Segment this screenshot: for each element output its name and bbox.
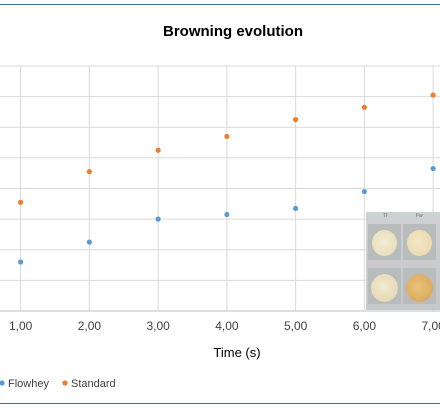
x-tick-label: 3,00 [146, 319, 170, 333]
legend-marker [62, 380, 68, 386]
sample-photo-icon: Tf Fw [366, 212, 440, 310]
legend-label: Standard [71, 378, 116, 390]
data-point [361, 104, 367, 110]
legend-item-flowhey: Flowhey [0, 378, 49, 390]
series-layer [18, 92, 436, 265]
data-point [361, 188, 367, 195]
x-tick-label: 4,00 [215, 319, 239, 333]
legend-marker [0, 380, 5, 386]
data-point [293, 205, 299, 212]
x-axis-label: Time (s) [213, 345, 260, 360]
data-point [86, 239, 92, 245]
chart-frame-bottom [0, 403, 440, 404]
x-tick-label: 1,00 [9, 319, 33, 333]
data-point [18, 259, 24, 265]
x-tick-label: 6,00 [353, 319, 377, 333]
chart-title: Browning evolution [163, 23, 303, 40]
data-point [430, 165, 436, 172]
legend-label: Flowhey [8, 378, 49, 390]
data-point [18, 199, 24, 205]
data-point [430, 92, 436, 98]
data-point [293, 116, 299, 123]
sample-photo: Tf Fw [366, 212, 440, 310]
x-tick-label: 7,00 [421, 319, 440, 333]
data-point [86, 169, 92, 175]
series-standard [18, 92, 436, 205]
legend: Flowhey Standard [0, 378, 116, 390]
x-tick-label: 2,00 [78, 319, 102, 333]
chart-frame-top [0, 4, 440, 5]
photo-label-tf: Tf [383, 213, 388, 219]
legend-item-standard: Standard [62, 378, 116, 390]
data-point [155, 147, 161, 153]
data-point [224, 133, 230, 140]
data-point [155, 216, 161, 222]
x-tick-label: 5,00 [284, 319, 308, 333]
series-flowhey [18, 165, 436, 265]
data-point [224, 211, 230, 218]
photo-label-fw: Fw [416, 213, 423, 219]
x-ticks: 1,00 2,00 3,00 4,00 5,00 6,00 7,00 [9, 319, 440, 333]
